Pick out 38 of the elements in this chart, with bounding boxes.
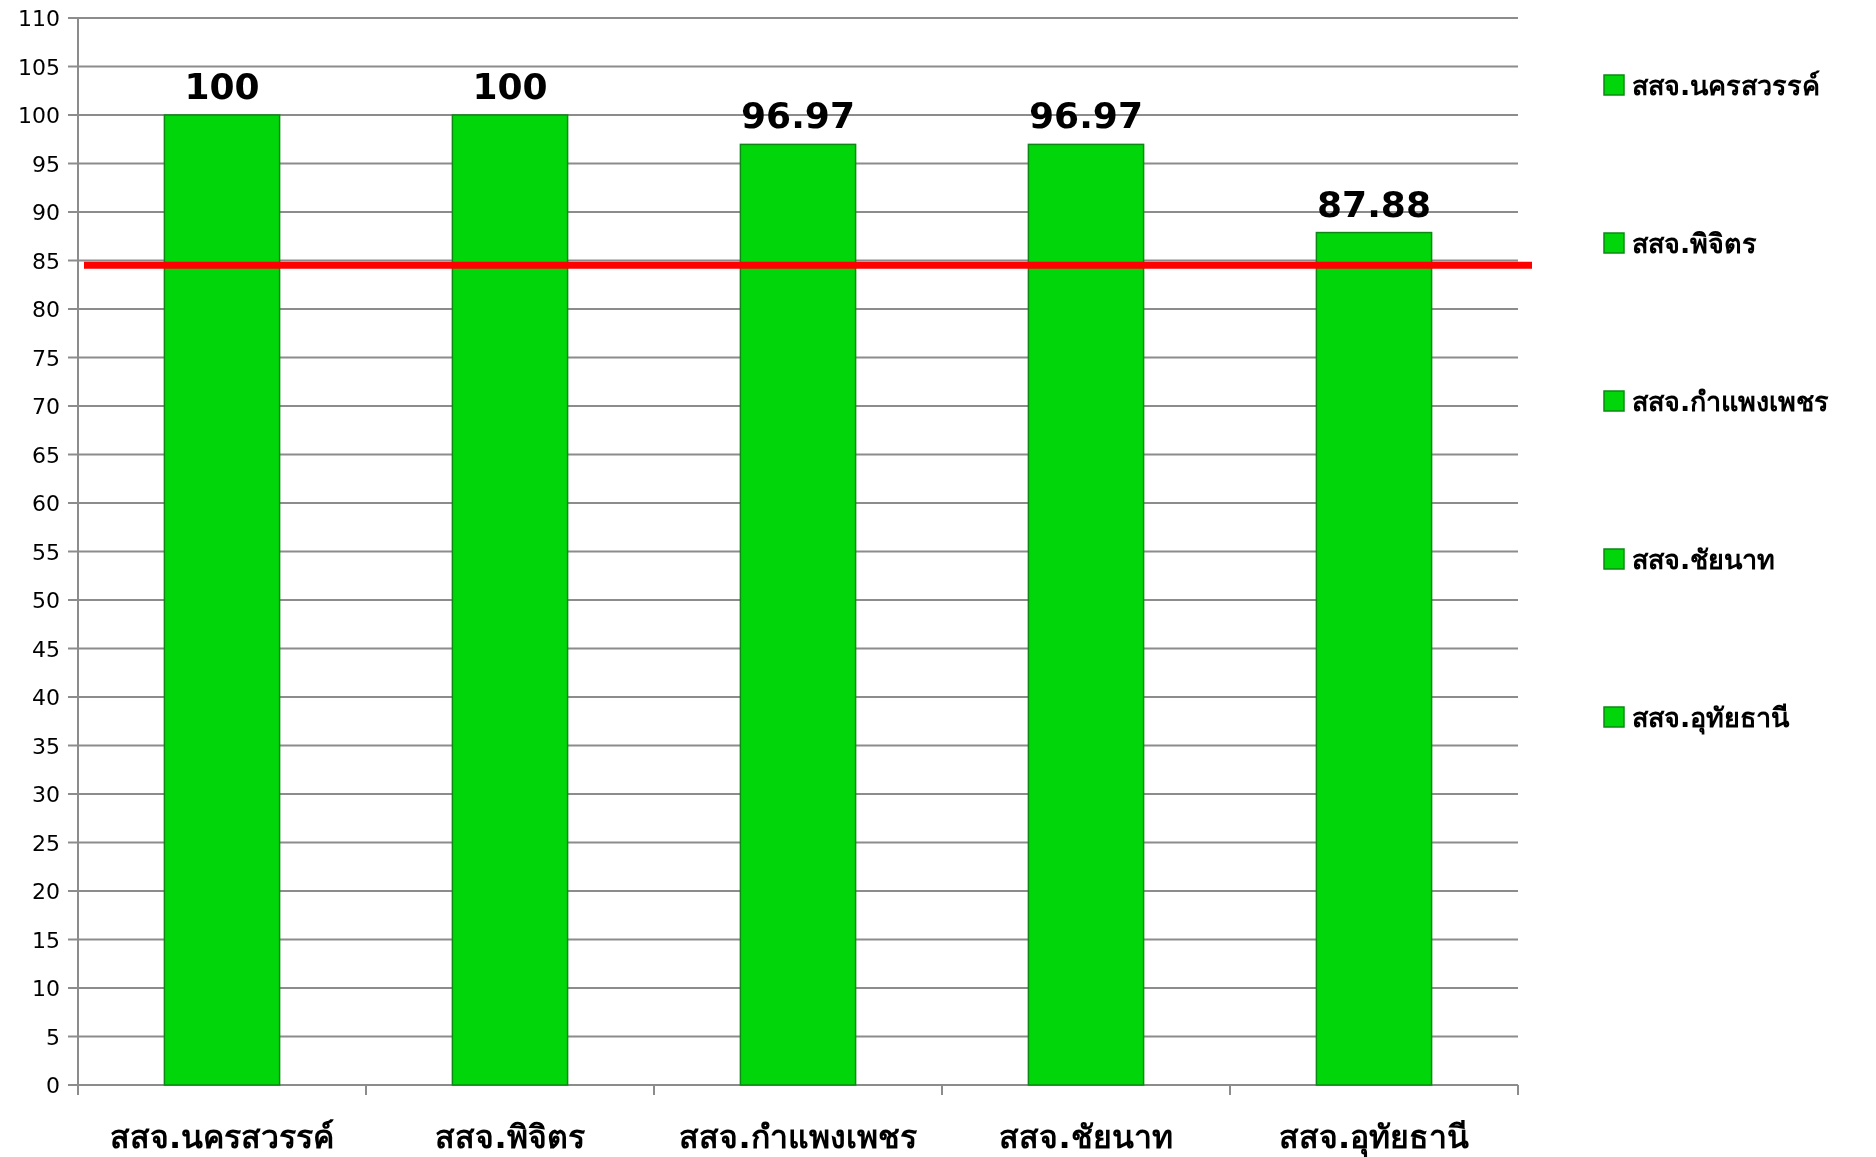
y-tick-label: 0 — [46, 1073, 60, 1098]
y-tick-label: 25 — [32, 830, 60, 856]
data-label: 96.97 — [741, 95, 855, 137]
y-tick-label: 80 — [32, 297, 60, 322]
y-tick-label: 100 — [18, 103, 60, 128]
y-tick-label: 110 — [18, 6, 60, 31]
x-tick-label: สสจ.ชัยนาท — [999, 1118, 1173, 1156]
y-tick-label: 105 — [18, 54, 60, 80]
y-tick-label: 35 — [32, 733, 60, 759]
data-label: 100 — [184, 66, 260, 107]
x-tick-label: สสจ.กำแพงเพชร — [679, 1118, 917, 1156]
x-tick-label: สสจ.พิจิตร — [435, 1118, 585, 1156]
y-tick-label: 50 — [32, 588, 60, 613]
data-label: 100 — [472, 66, 548, 107]
y-tick-label: 85 — [32, 248, 60, 274]
y-tick-label: 65 — [32, 442, 60, 468]
y-tick-label: 95 — [32, 151, 60, 177]
y-tick-label: 60 — [32, 491, 60, 516]
y-tick-label: 15 — [32, 927, 60, 953]
legend-label: สสจ.พิจิตร — [1632, 228, 1758, 259]
legend-label: สสจ.นครสวรรค์ — [1632, 70, 1821, 101]
y-tick-label: 45 — [32, 636, 60, 662]
legend-label: สสจ.กำแพงเพชร — [1632, 386, 1830, 417]
x-tick-label: สสจ.อุทัยธานี — [1278, 1118, 1470, 1157]
legend-label: สสจ.ชัยนาท — [1632, 544, 1776, 575]
y-tick-label: 40 — [32, 685, 60, 710]
y-tick-label: 20 — [32, 879, 60, 904]
x-tick-label: สสจ.นครสวรรค์ — [109, 1118, 335, 1156]
y-tick-label: 75 — [32, 345, 60, 371]
y-tick-label: 55 — [32, 539, 60, 565]
y-tick-label: 30 — [32, 782, 60, 807]
data-label: 87.88 — [1317, 183, 1431, 225]
legend-label: สสจ.อุทัยธานี — [1632, 702, 1791, 735]
y-tick-label: 70 — [32, 394, 60, 419]
data-label: 96.97 — [1029, 95, 1143, 137]
y-tick-label: 90 — [32, 200, 60, 225]
y-tick-label: 5 — [46, 1024, 60, 1050]
y-tick-label: 10 — [32, 976, 60, 1001]
